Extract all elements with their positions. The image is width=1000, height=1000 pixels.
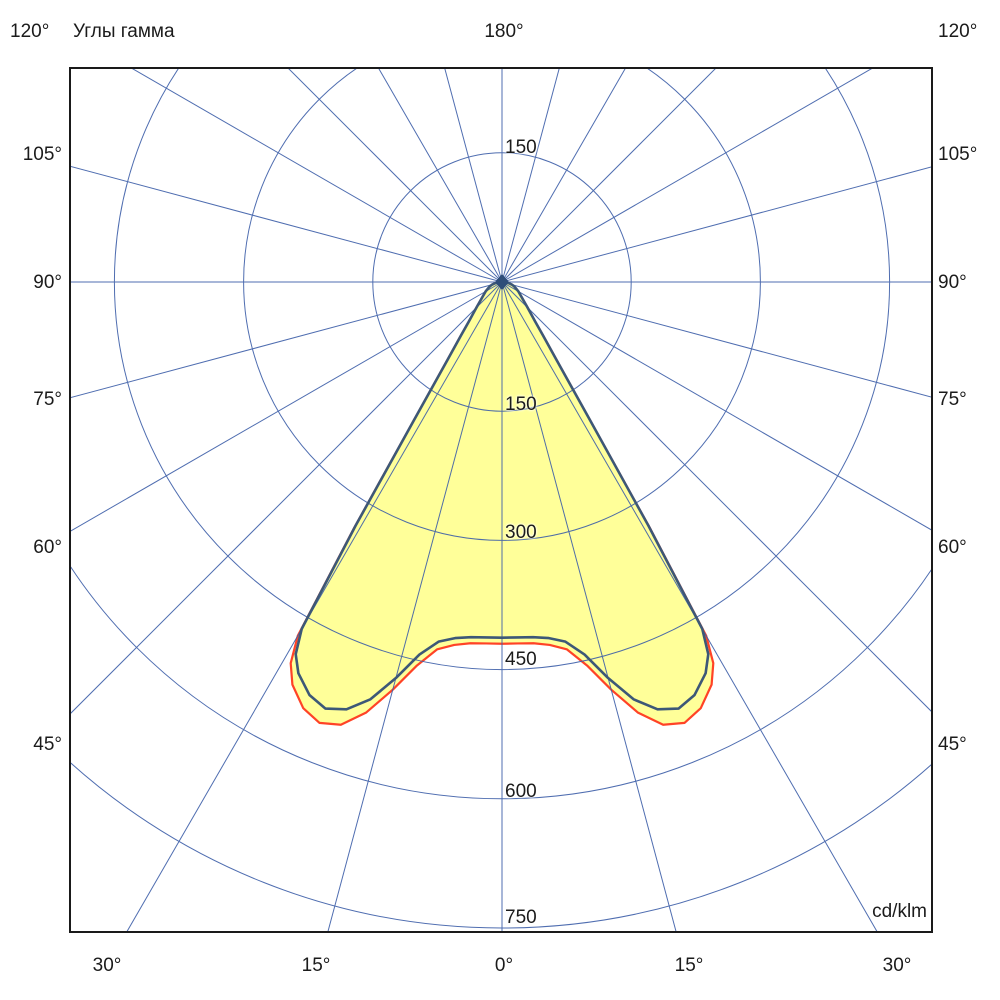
plot-frame — [69, 67, 933, 933]
radial-tick-150: 150 — [505, 394, 537, 415]
grid-ray — [70, 165, 503, 283]
grid-circle-150 — [372, 152, 632, 412]
angle-label-right-90: 90° — [938, 272, 967, 293]
radial-tick-450: 450 — [505, 649, 537, 670]
grid-ray — [501, 281, 932, 531]
grid-ray — [70, 281, 503, 715]
grid-ray — [327, 281, 503, 932]
angle-label-bottom-0: 0° — [494, 955, 514, 976]
grid-ray — [287, 68, 503, 283]
angle-label-right-105: 105° — [938, 144, 978, 165]
radial-tick-150-upper: 150 — [505, 137, 537, 158]
radial-tick-750: 750 — [505, 907, 537, 928]
angle-label-bottom-15-left: 15° — [301, 955, 331, 976]
angle-label-left-45: 45° — [33, 734, 62, 755]
grid-circle-450 — [114, 68, 890, 670]
grid-ray — [130, 68, 503, 283]
unit-label: cd/klm — [872, 901, 927, 922]
grid-circle-750 — [70, 761, 932, 929]
grid-circle-300 — [243, 68, 761, 541]
grid-ray — [501, 281, 878, 932]
angle-label-left-60: 60° — [33, 537, 62, 558]
angle-label-left-105: 105° — [22, 144, 62, 165]
grid-ray — [70, 281, 503, 532]
grid-ray — [501, 281, 932, 398]
radial-tick-600: 600 — [505, 781, 537, 802]
grid-ray — [377, 68, 503, 283]
grid-ray — [444, 68, 503, 283]
angle-label-bottom-30-left: 30° — [92, 955, 122, 976]
angle-label-top-center: 180° — [484, 21, 524, 42]
grid-ray — [501, 68, 717, 283]
grid-ray — [501, 281, 677, 932]
grid-ray — [70, 281, 503, 399]
angle-label-left-90: 90° — [33, 272, 62, 293]
grid-ray — [501, 68, 560, 283]
radial-tick-300: 300 — [505, 522, 537, 543]
grid-ray — [501, 166, 932, 283]
gamma-axis-title: Углы гамма — [73, 21, 175, 42]
grid-ray — [126, 281, 503, 932]
grid-ray — [501, 68, 627, 283]
grid-ray — [501, 68, 874, 283]
angle-label-right-60: 60° — [938, 537, 967, 558]
angle-label-right-45: 45° — [938, 734, 967, 755]
curve-dark-blue — [294, 280, 710, 711]
angle-label-bottom-30-right: 30° — [882, 955, 912, 976]
grid-circle-600 — [70, 564, 932, 800]
pole-marker — [495, 274, 509, 290]
grid-ray — [501, 281, 932, 713]
angle-label-top-right: 120° — [938, 21, 978, 42]
angle-label-right-75: 75° — [938, 389, 967, 410]
angle-label-left-75: 75° — [33, 389, 62, 410]
angle-label-bottom-15-right: 15° — [674, 955, 704, 976]
angle-label-top-left: 120° — [10, 21, 50, 42]
